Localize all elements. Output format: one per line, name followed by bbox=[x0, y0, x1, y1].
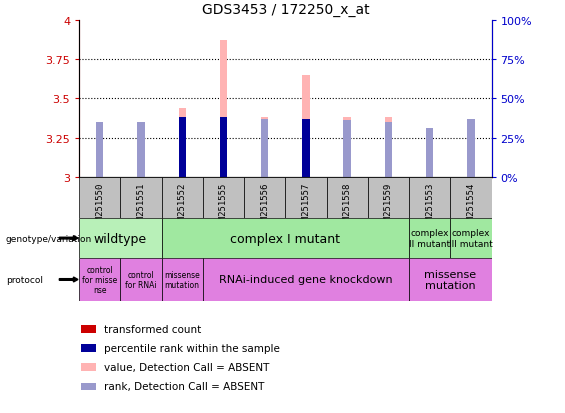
Bar bbox=[81, 363, 95, 371]
Bar bbox=[261, 119, 268, 178]
Bar bbox=[467, 119, 475, 178]
Text: wildtype: wildtype bbox=[94, 232, 147, 245]
Text: GSM251558: GSM251558 bbox=[343, 183, 351, 231]
Text: GSM251554: GSM251554 bbox=[467, 183, 475, 231]
Text: GSM251550: GSM251550 bbox=[95, 183, 104, 231]
Bar bbox=[368, 178, 409, 219]
Text: transformed count: transformed count bbox=[104, 324, 201, 334]
Text: control
for misse
nse: control for misse nse bbox=[82, 265, 118, 294]
Bar bbox=[81, 344, 95, 352]
Text: control
for RNAi: control for RNAi bbox=[125, 270, 157, 290]
Text: GSM251551: GSM251551 bbox=[137, 183, 145, 231]
Text: missense
mutation: missense mutation bbox=[164, 270, 200, 290]
Title: GDS3453 / 172250_x_at: GDS3453 / 172250_x_at bbox=[202, 3, 369, 17]
Text: GSM251556: GSM251556 bbox=[260, 183, 269, 231]
Bar bbox=[120, 258, 162, 301]
Bar bbox=[450, 219, 492, 258]
Text: complex
III mutant: complex III mutant bbox=[449, 229, 493, 248]
Bar bbox=[162, 258, 203, 301]
Text: value, Detection Call = ABSENT: value, Detection Call = ABSENT bbox=[104, 362, 269, 372]
Bar bbox=[220, 118, 227, 178]
Bar bbox=[385, 123, 392, 178]
Text: complex I mutant: complex I mutant bbox=[231, 232, 340, 245]
Bar bbox=[81, 325, 95, 333]
Bar bbox=[179, 109, 186, 178]
Bar bbox=[409, 219, 450, 258]
Text: GSM251557: GSM251557 bbox=[302, 183, 310, 231]
Bar bbox=[409, 178, 450, 219]
Text: genotype/variation: genotype/variation bbox=[6, 234, 92, 243]
Text: rank, Detection Call = ABSENT: rank, Detection Call = ABSENT bbox=[104, 381, 264, 391]
Bar bbox=[79, 178, 120, 219]
Bar bbox=[79, 258, 120, 301]
Text: GSM251552: GSM251552 bbox=[178, 183, 186, 231]
Bar bbox=[385, 118, 392, 178]
Bar bbox=[426, 148, 433, 178]
Text: GSM251553: GSM251553 bbox=[425, 183, 434, 231]
Bar bbox=[244, 178, 285, 219]
Bar bbox=[81, 382, 95, 390]
Bar bbox=[467, 119, 475, 178]
Bar bbox=[162, 219, 409, 258]
Bar bbox=[120, 178, 162, 219]
Text: complex
II mutant: complex II mutant bbox=[409, 229, 450, 248]
Bar bbox=[327, 178, 368, 219]
Bar bbox=[302, 76, 310, 178]
Bar bbox=[203, 178, 244, 219]
Text: RNAi-induced gene knockdown: RNAi-induced gene knockdown bbox=[219, 275, 393, 285]
Bar bbox=[426, 129, 433, 178]
Bar bbox=[179, 118, 186, 178]
Bar bbox=[79, 219, 162, 258]
Text: GSM251555: GSM251555 bbox=[219, 183, 228, 231]
Bar bbox=[137, 123, 145, 178]
Bar bbox=[261, 118, 268, 178]
Bar bbox=[450, 178, 492, 219]
Bar bbox=[162, 178, 203, 219]
Text: GSM251559: GSM251559 bbox=[384, 183, 393, 231]
Bar bbox=[285, 178, 327, 219]
Text: protocol: protocol bbox=[6, 275, 42, 284]
Bar bbox=[409, 258, 492, 301]
Text: missense
mutation: missense mutation bbox=[424, 269, 476, 291]
Bar bbox=[344, 118, 351, 178]
Bar bbox=[220, 41, 227, 178]
Bar bbox=[137, 123, 145, 178]
Bar bbox=[96, 123, 103, 178]
Text: percentile rank within the sample: percentile rank within the sample bbox=[104, 343, 280, 353]
Bar bbox=[203, 258, 409, 301]
Bar bbox=[96, 123, 103, 178]
Bar bbox=[302, 119, 310, 178]
Bar bbox=[344, 121, 351, 178]
